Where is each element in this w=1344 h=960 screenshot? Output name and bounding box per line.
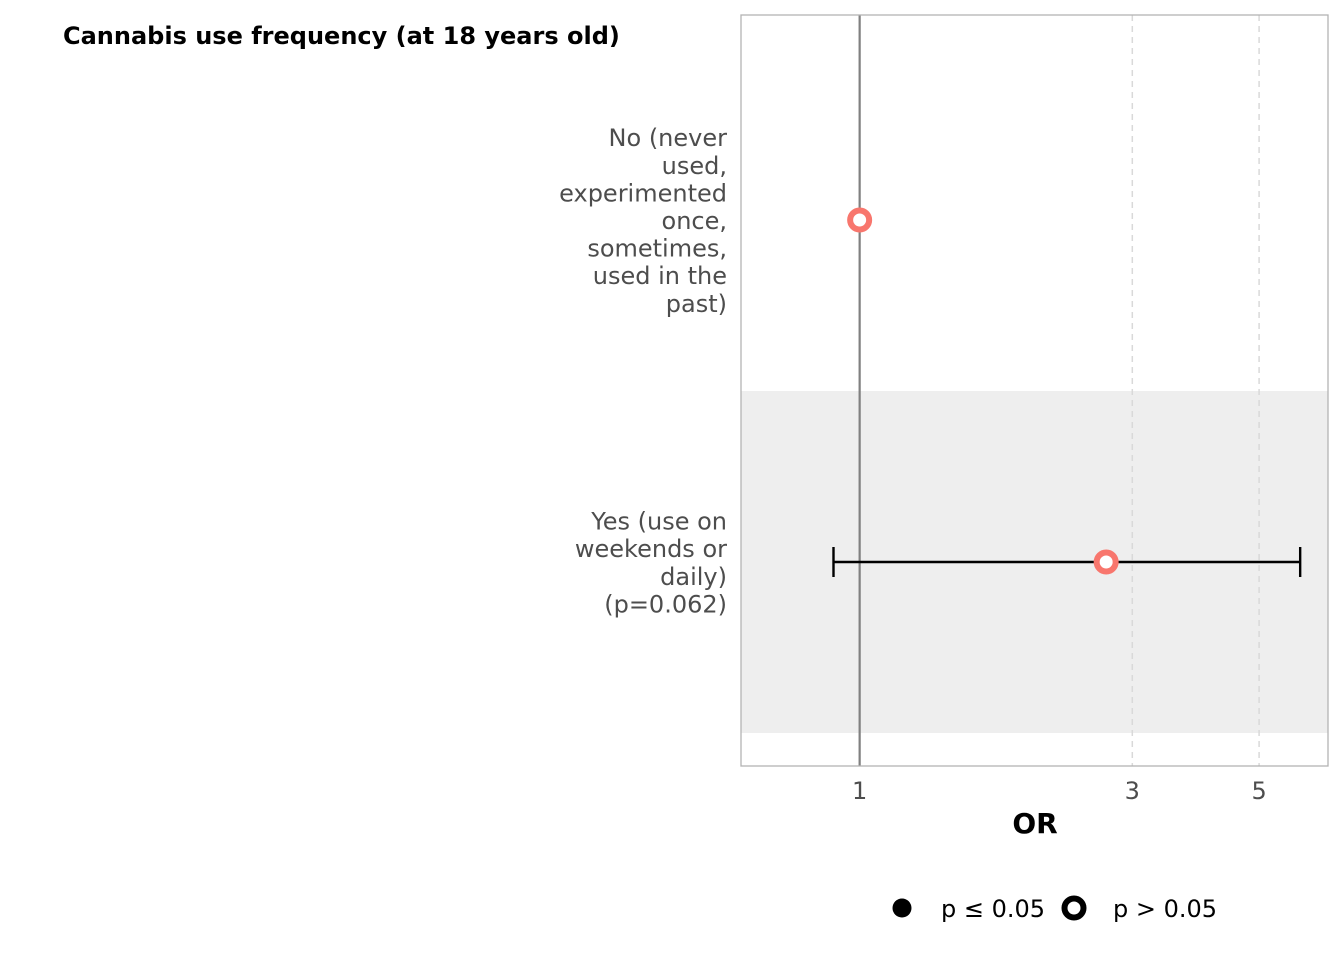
category-label-line: past) [666, 290, 727, 318]
category-label-line: No (never [609, 124, 728, 152]
category-label-line: daily) [660, 563, 727, 591]
legend-label: p > 0.05 [1113, 895, 1217, 923]
category-label-line: sometimes, [587, 235, 727, 263]
category-label-line: Yes (use on [590, 508, 727, 536]
category-label-line: weekends or [575, 535, 727, 563]
legend: p ≤ 0.05 p > 0.05 [892, 895, 1217, 923]
legend-marker-filled [892, 898, 912, 918]
category-label-line: (p=0.062) [604, 590, 727, 618]
category-label-line: experimented [559, 179, 727, 207]
panel-border [740, 14, 1329, 767]
category-label-line: used in the [593, 262, 727, 290]
category-labels: No (neverused,experimentedonce,sometimes… [559, 124, 727, 618]
chart-title: Cannabis use frequency (at 18 years old) [63, 22, 620, 50]
x-tick-label: 3 [1125, 777, 1140, 805]
legend-marker-hollow [1061, 895, 1087, 921]
x-axis-title: OR [1012, 807, 1057, 840]
x-tick-label: 1 [852, 777, 867, 805]
data-point [1093, 549, 1119, 575]
plot-panel [740, 14, 1329, 767]
category-label-line: once, [662, 207, 727, 235]
x-axis-ticks: 1 3 5 [852, 777, 1267, 805]
category-label-line: used, [662, 152, 727, 180]
x-tick-label: 5 [1251, 777, 1266, 805]
data-point [847, 207, 873, 233]
legend-label: p ≤ 0.05 [941, 895, 1045, 923]
